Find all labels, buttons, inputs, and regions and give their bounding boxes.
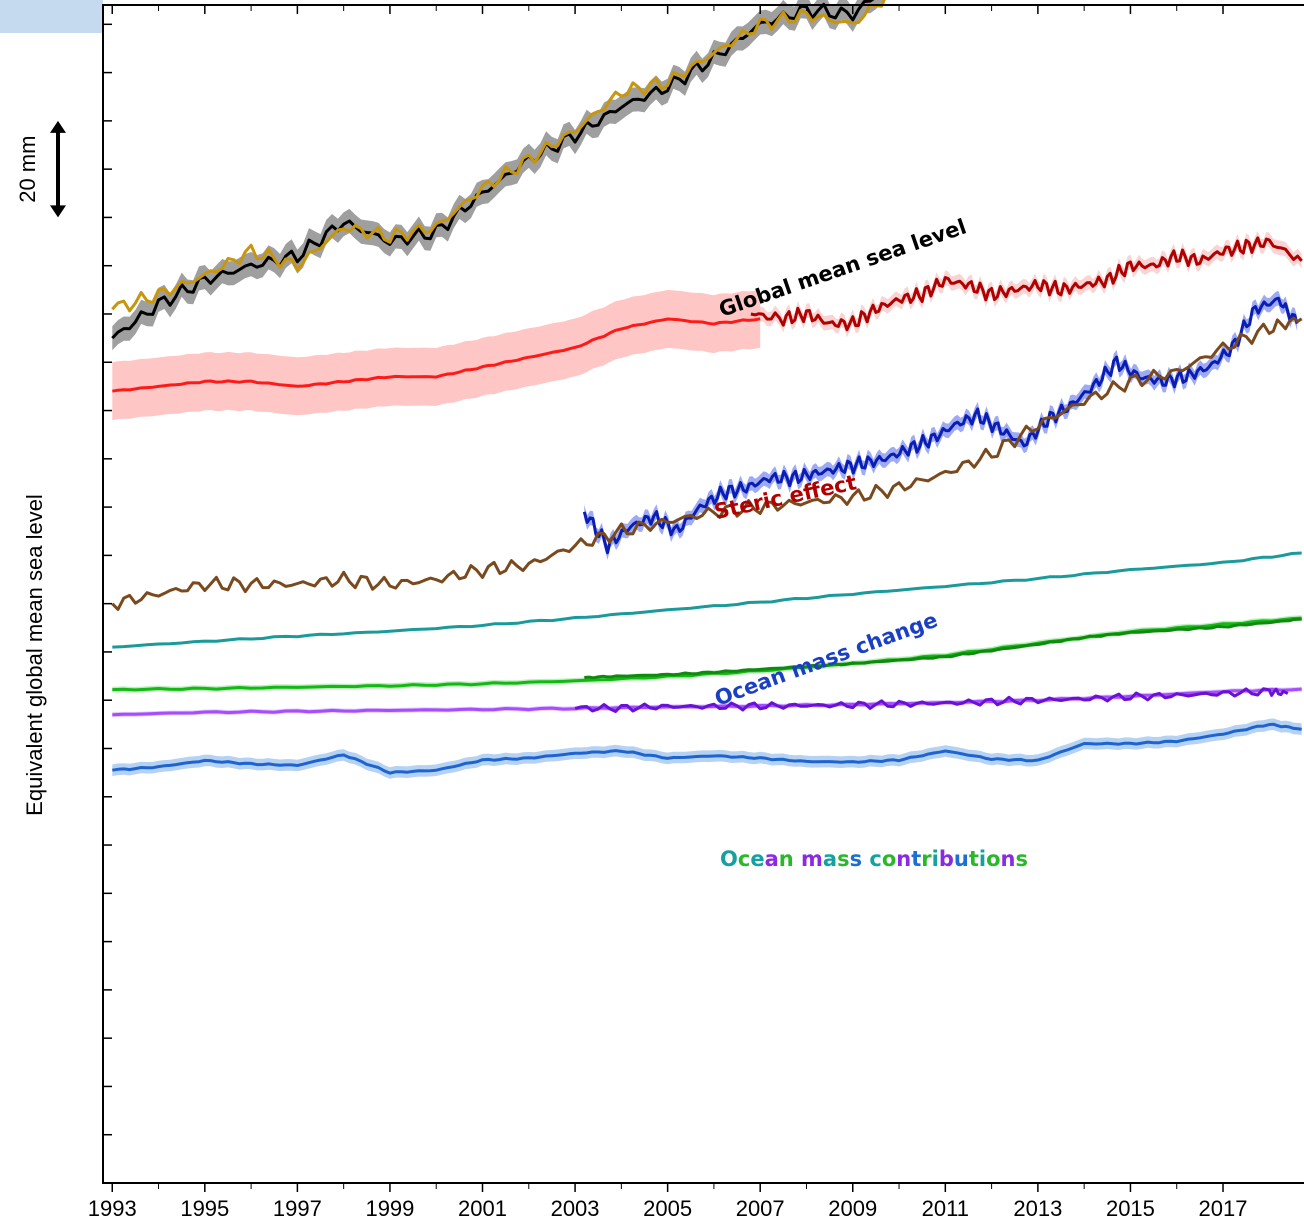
series-line-11 — [574, 687, 1289, 713]
x-tick-label-2007: 2007 — [736, 1196, 785, 1221]
plot-frame — [102, 4, 1304, 1184]
scale-bar-arrow-down-icon — [50, 205, 66, 218]
x-tick-label-2015: 2015 — [1106, 1196, 1155, 1221]
annotation-contributions: Ocean mass contributions — [720, 847, 1028, 871]
series-line-1 — [111, 0, 875, 340]
x-tick-label-2001: 2001 — [458, 1196, 507, 1221]
x-tick-label-2005: 2005 — [643, 1196, 692, 1221]
y-axis-label: Equivalent global mean sea level — [22, 494, 47, 816]
x-tick-label-2013: 2013 — [1013, 1196, 1062, 1221]
band-10 — [112, 686, 1302, 718]
series-line-5 — [582, 296, 1299, 555]
x-tick-label-2009: 2009 — [828, 1196, 877, 1221]
x-tick-label-2017: 2017 — [1199, 1196, 1248, 1221]
scale-bar-arrow-up-icon — [50, 120, 66, 133]
band-12 — [112, 718, 1302, 779]
series-line-9 — [584, 617, 1302, 680]
series-line-12 — [112, 722, 1302, 775]
x-tick-label-1997: 1997 — [273, 1196, 322, 1221]
series-line-10 — [112, 687, 1302, 717]
x-tick-label-1993: 1993 — [88, 1196, 137, 1221]
band-1 — [112, 0, 885, 351]
x-tick-label-2003: 2003 — [551, 1196, 600, 1221]
band-3 — [112, 289, 761, 421]
series-line-4 — [750, 236, 1303, 332]
series-lines — [111, 0, 1303, 775]
scale-bar: 20 mm — [15, 120, 66, 218]
y-axis — [103, 23, 112, 1136]
x-axis: 1993 1995 1997 1999 2001 2003 2005 2007 2009 2011… — [88, 5, 1248, 1221]
x-tick-label-2011: 2011 — [922, 1196, 969, 1221]
corner-tab — [0, 0, 103, 33]
scale-bar-label: 20 mm — [15, 136, 40, 203]
series-line-7 — [112, 551, 1302, 649]
series-line-8 — [112, 616, 1302, 692]
annotation-gmsl: Global mean sea level — [716, 214, 970, 321]
series-line-2 — [111, 0, 886, 313]
x-tick-label-1995: 1995 — [180, 1196, 229, 1221]
series-line-6 — [111, 316, 1303, 611]
band-8 — [112, 615, 1302, 693]
series-line-3 — [112, 317, 761, 393]
x-tick-label-1999: 1999 — [365, 1196, 414, 1221]
